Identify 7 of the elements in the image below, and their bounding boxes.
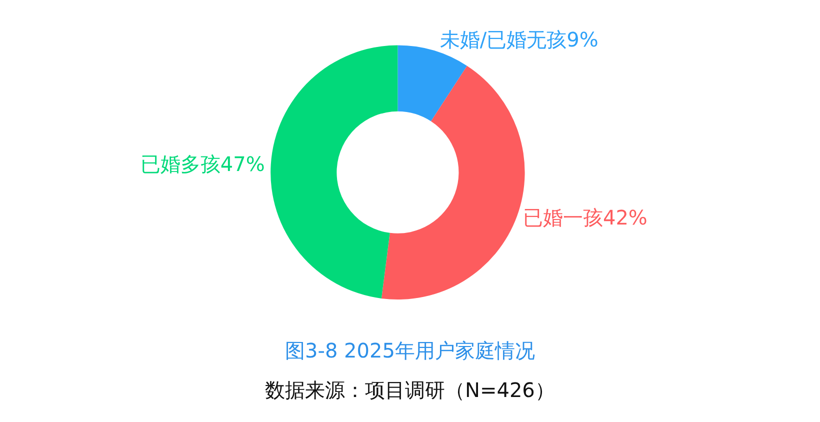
text: 图3-8 2025年用户家庭情况 [285, 338, 535, 362]
slice-label: 已婚多孩47% [140, 152, 265, 176]
donut-slice [270, 45, 398, 298]
slice-label: 未婚/已婚无孩9% [440, 28, 598, 52]
slice-label: 已婚一孩42% [522, 206, 648, 230]
source-note: 数据来源：项目调研（N=426） [265, 378, 555, 402]
donut-slice [381, 66, 525, 300]
